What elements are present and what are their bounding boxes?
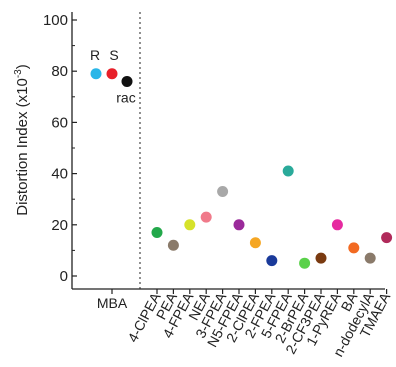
- data-point-PEA: [167, 239, 179, 251]
- y-tick-label: 40: [51, 166, 68, 183]
- x-label-mba: MBA: [97, 295, 128, 311]
- data-point-1-PyREA: [331, 219, 343, 231]
- y-tick-label: 80: [51, 63, 68, 80]
- y-axis-ticks: 0 20 40 60 80 100: [43, 12, 77, 285]
- y-tick-label: 60: [51, 114, 68, 131]
- y-tick-label: 20: [51, 217, 68, 234]
- y-axis-title: Distortion Index (x10-3): [13, 64, 31, 215]
- plot-axes: [71, 12, 385, 290]
- y-axis-title-close: ): [14, 64, 31, 69]
- y-axis-title-exponent: -3: [13, 69, 24, 78]
- data-point-mba-S: [106, 68, 118, 80]
- data-point-2-FPEA: [266, 255, 278, 267]
- x-axis-category-labels: MBA4-ClPEAPEA4-FPEANEA3-FPEAN5-FPEA2-ClP…: [97, 289, 394, 359]
- data-point-TMAEA: [381, 232, 393, 244]
- data-point-BA: [348, 242, 360, 254]
- data-point-mba-rac: [121, 75, 133, 87]
- data-point-5-FPEA: [282, 165, 294, 177]
- point-annotation-S: S: [109, 47, 118, 63]
- y-tick-label: 100: [43, 12, 68, 29]
- data-point-mba-R: [90, 68, 102, 80]
- y-axis-title-text: Distortion Index (x10: [14, 78, 31, 216]
- data-point-NEA: [200, 211, 212, 223]
- data-point-4-FPEA: [184, 219, 196, 231]
- point-annotation-R: R: [90, 47, 100, 63]
- data-point-2-ClPEA: [249, 237, 261, 249]
- data-point-2-BrPEA: [299, 257, 311, 269]
- data-point-n-dodecylA: [364, 252, 376, 264]
- y-tick-label: 0: [60, 268, 68, 285]
- data-point-2-CF3PEA: [315, 252, 327, 264]
- data-point-N5-FPEA: [233, 219, 245, 231]
- point-annotation-rac: rac: [116, 89, 135, 105]
- data-point-4-ClPEA: [151, 226, 163, 238]
- data-point-3-FPEA: [217, 186, 229, 198]
